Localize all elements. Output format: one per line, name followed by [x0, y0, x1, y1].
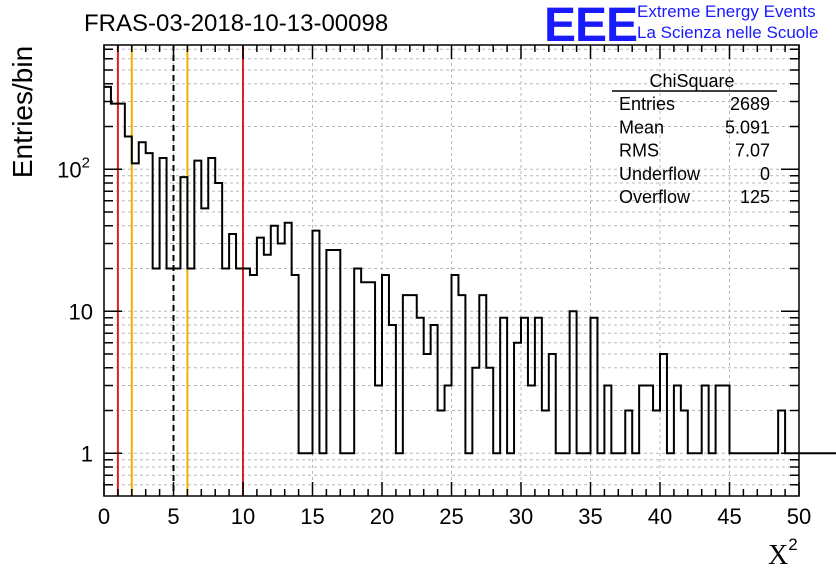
axis-tick-labels: 0 5 10 15 20 25 30 35 40 45 50 1 10 102: [57, 154, 811, 529]
page-title: FRAS-03-2018-10-13-00098: [84, 10, 389, 37]
stats-row-label: RMS: [619, 141, 659, 161]
x-tick-label: 45: [717, 504, 741, 529]
logo-subtitle-line2: La Scienza nelle Scuole: [637, 23, 819, 42]
stats-row-label: Overflow: [619, 187, 691, 207]
axis-ticks: [103, 45, 800, 496]
y-axis-label: Entries/bin: [7, 46, 38, 178]
stats-row-value: 5.091: [725, 117, 770, 137]
reference-lines: [116, 45, 244, 496]
eee-logo: EEE: [544, 0, 638, 52]
x-tick-label: 15: [300, 504, 324, 529]
x-axis-label-sup: 2: [788, 535, 797, 554]
stats-row-label: Entries: [619, 94, 675, 114]
y-tick-label: 102: [57, 154, 90, 182]
stats-row-value: 0: [760, 164, 770, 184]
x-tick-label: 35: [578, 504, 602, 529]
x-tick-label: 10: [231, 504, 255, 529]
x-tick-label: 20: [370, 504, 394, 529]
histogram-outline: [104, 85, 836, 455]
y-tick-label: 1: [81, 441, 93, 466]
stats-row-value: 125: [740, 187, 770, 207]
x-axis-label-base: X: [768, 540, 788, 571]
x-tick-label: 5: [167, 504, 179, 529]
stats-box: ChiSquare Entries 2689 Mean 5.091 RMS 7.07 Unde…: [612, 71, 777, 207]
y-tick-label: 10: [69, 299, 93, 324]
stats-row-label: Underflow: [619, 164, 701, 184]
x-tick-label: 25: [439, 504, 463, 529]
stats-row-value: 2689: [730, 94, 770, 114]
x-tick-label: 40: [648, 504, 672, 529]
logo-subtitle-line1: Extreme Energy Events: [637, 2, 816, 21]
x-axis-label: X2: [768, 535, 798, 571]
x-tick-label: 50: [787, 504, 811, 529]
stats-row-label: Mean: [619, 117, 664, 137]
x-tick-label: 30: [509, 504, 533, 529]
stats-box-name: ChiSquare: [649, 71, 734, 91]
x-tick-label: 0: [98, 504, 110, 529]
stats-row-value: 7.07: [735, 141, 770, 161]
